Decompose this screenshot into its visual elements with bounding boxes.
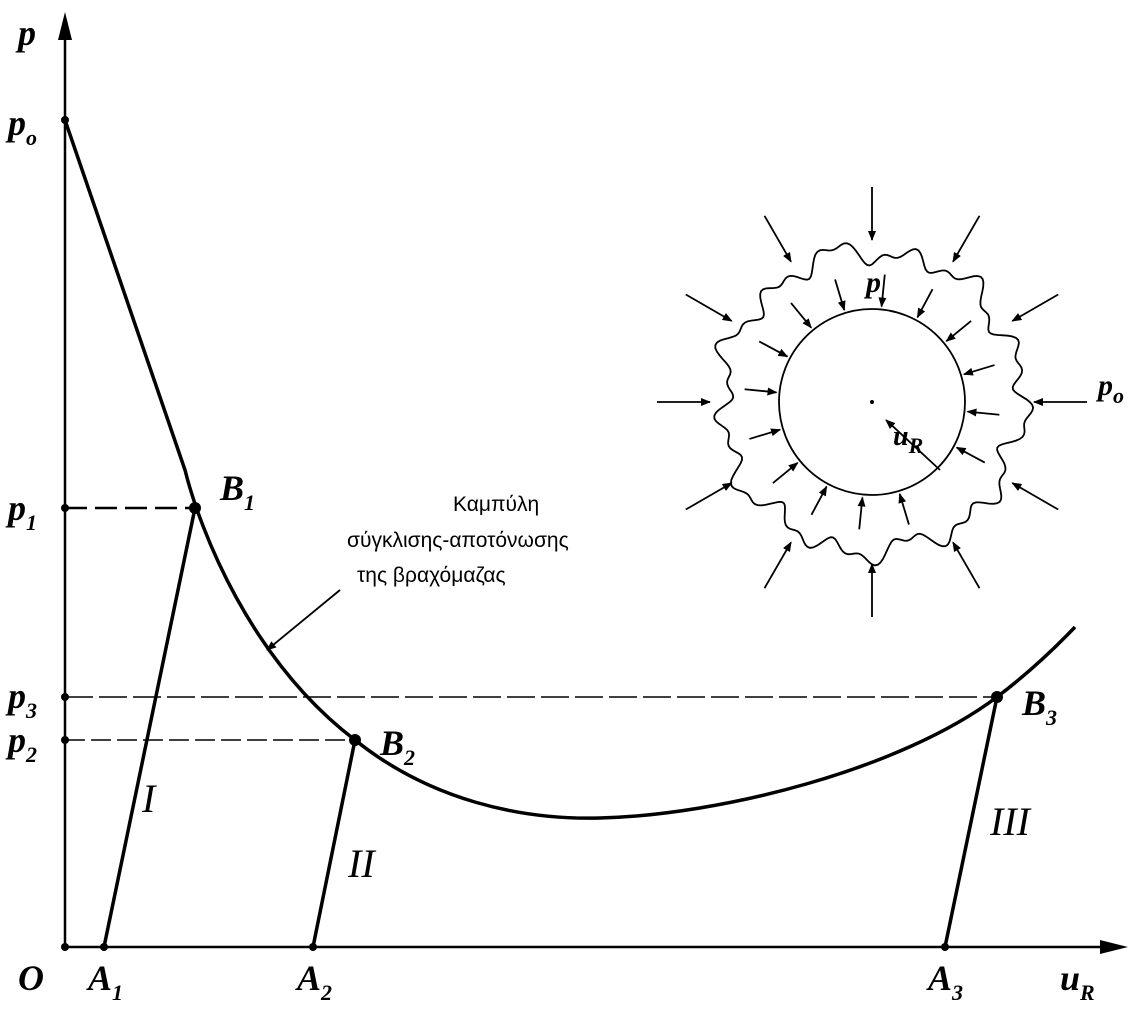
label-sub: 2 bbox=[403, 745, 415, 770]
y-arrow bbox=[58, 12, 72, 40]
y-label: po bbox=[5, 103, 37, 150]
curve-label: Καμπύλη bbox=[453, 493, 539, 516]
y-label: p3 bbox=[5, 676, 37, 723]
label-sub: 1 bbox=[26, 510, 37, 535]
outer-arrow bbox=[953, 216, 980, 262]
inner-arrow bbox=[859, 498, 862, 530]
inner-arrow bbox=[964, 365, 995, 374]
label-base: A bbox=[926, 958, 952, 998]
label-sub: 3 bbox=[1045, 705, 1057, 730]
outer-arrow bbox=[1012, 295, 1058, 322]
x-arrow bbox=[1100, 940, 1128, 954]
diagram: p uR O pop1p3p2 A1A2A3 B1B2B3 I II III Κ… bbox=[0, 0, 1133, 1017]
point-label: B3 bbox=[1021, 683, 1057, 730]
inner-arrow bbox=[946, 321, 971, 341]
tick-dot bbox=[61, 504, 69, 512]
inner-arrow bbox=[917, 289, 932, 317]
tick-dot bbox=[941, 943, 949, 951]
support-line bbox=[104, 508, 195, 947]
label-base: A bbox=[295, 958, 321, 998]
label-base: u bbox=[1060, 958, 1080, 998]
point bbox=[189, 502, 201, 514]
line-label: II bbox=[347, 841, 376, 886]
label-sub: 1 bbox=[244, 490, 255, 515]
outer-arrow bbox=[686, 295, 732, 322]
label-sub: o bbox=[26, 125, 37, 150]
inner-arrow bbox=[968, 412, 1000, 415]
tick-dot bbox=[100, 943, 108, 951]
tick-dot bbox=[309, 943, 317, 951]
tunnel-center bbox=[870, 400, 874, 404]
label-base: A bbox=[86, 958, 112, 998]
inner-pressure-label: p bbox=[863, 266, 881, 299]
origin-label: O bbox=[18, 958, 44, 998]
outer-arrow bbox=[765, 216, 792, 262]
label-base: B bbox=[379, 723, 404, 763]
label-base: p bbox=[5, 488, 26, 528]
outer-arrow bbox=[686, 483, 732, 510]
displacement-label: uR bbox=[893, 421, 923, 458]
inner-arrow bbox=[745, 389, 777, 392]
inner-arrow bbox=[900, 494, 909, 525]
tick-dot bbox=[61, 943, 69, 951]
label-base: u bbox=[893, 421, 909, 452]
y-label: p2 bbox=[5, 720, 37, 767]
label-sub: 2 bbox=[320, 980, 332, 1005]
inner-arrow bbox=[749, 430, 780, 439]
label-sub: 3 bbox=[951, 980, 963, 1005]
label-base: B bbox=[1021, 683, 1046, 723]
outer-pressure-label: po bbox=[1095, 369, 1124, 408]
label-base: p bbox=[5, 720, 26, 760]
label-base: p bbox=[5, 676, 26, 716]
inner-arrow bbox=[882, 275, 885, 307]
curve-label: της βραχόμαζας bbox=[357, 564, 506, 587]
y-axis-label: p bbox=[15, 13, 36, 53]
inner-arrow bbox=[791, 303, 811, 328]
point-label: B2 bbox=[379, 723, 415, 770]
tunnel-inset: p po uR bbox=[657, 187, 1124, 617]
label-base: p bbox=[5, 103, 26, 143]
curve-pointer bbox=[267, 590, 340, 650]
x-label: A2 bbox=[295, 958, 332, 1005]
outer-arrow bbox=[1012, 483, 1058, 510]
tick-dot bbox=[61, 693, 69, 701]
tick-dot bbox=[61, 116, 69, 124]
line-label: III bbox=[989, 799, 1032, 844]
y-label: p1 bbox=[5, 488, 37, 535]
point bbox=[349, 734, 361, 746]
x-label: A3 bbox=[926, 958, 963, 1005]
inner-arrow bbox=[835, 279, 844, 310]
label-sub: 1 bbox=[112, 980, 123, 1005]
label-sub: R bbox=[908, 433, 924, 458]
outer-arrow bbox=[953, 542, 980, 588]
inner-arrow bbox=[811, 487, 826, 515]
label-base: p bbox=[1095, 369, 1113, 402]
label-sub: o bbox=[1113, 383, 1124, 408]
tick-dot bbox=[61, 736, 69, 744]
x-axis-label: uR bbox=[1060, 958, 1095, 1005]
point bbox=[991, 691, 1003, 703]
inner-arrow bbox=[759, 341, 787, 356]
label-sub: R bbox=[1079, 980, 1095, 1005]
point-label: B1 bbox=[219, 468, 255, 515]
curve-label: σύγκλισης-αποτόνωσης bbox=[347, 529, 569, 552]
ground-reaction-curve bbox=[65, 120, 1075, 818]
label-sub: 3 bbox=[25, 698, 37, 723]
outer-arrow bbox=[765, 542, 792, 588]
line-label: I bbox=[141, 776, 157, 821]
label-sub: 2 bbox=[25, 742, 37, 767]
x-label: A1 bbox=[86, 958, 123, 1005]
inner-arrow bbox=[957, 447, 985, 462]
inner-arrow bbox=[773, 463, 798, 483]
label-base: B bbox=[219, 468, 244, 508]
